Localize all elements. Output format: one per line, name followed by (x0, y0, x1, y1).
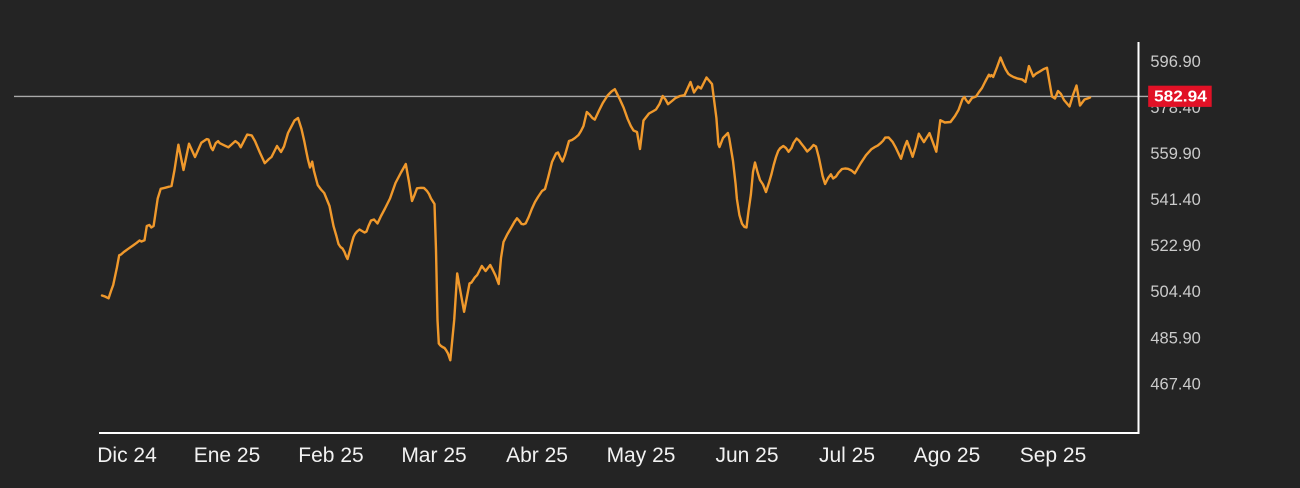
svg-text:Abr 25: Abr 25 (506, 444, 568, 467)
svg-text:Ago 25: Ago 25 (914, 444, 981, 467)
svg-text:467.40: 467.40 (1150, 375, 1200, 393)
svg-text:541.40: 541.40 (1150, 191, 1200, 209)
svg-text:582.94: 582.94 (1154, 88, 1207, 105)
svg-text:Jul 25: Jul 25 (819, 444, 875, 467)
svg-text:Ene 25: Ene 25 (194, 444, 261, 467)
svg-text:Feb 25: Feb 25 (298, 444, 363, 467)
svg-text:504.40: 504.40 (1150, 283, 1200, 301)
svg-text:May 25: May 25 (607, 444, 676, 467)
svg-text:596.90: 596.90 (1150, 53, 1200, 71)
svg-text:Jun 25: Jun 25 (715, 444, 778, 467)
svg-text:485.90: 485.90 (1150, 329, 1200, 347)
svg-text:Sep 25: Sep 25 (1020, 444, 1087, 467)
svg-text:522.90: 522.90 (1150, 237, 1200, 255)
svg-text:Mar 25: Mar 25 (401, 444, 466, 467)
svg-text:Dic 24: Dic 24 (97, 444, 157, 467)
svg-text:559.90: 559.90 (1150, 145, 1200, 163)
